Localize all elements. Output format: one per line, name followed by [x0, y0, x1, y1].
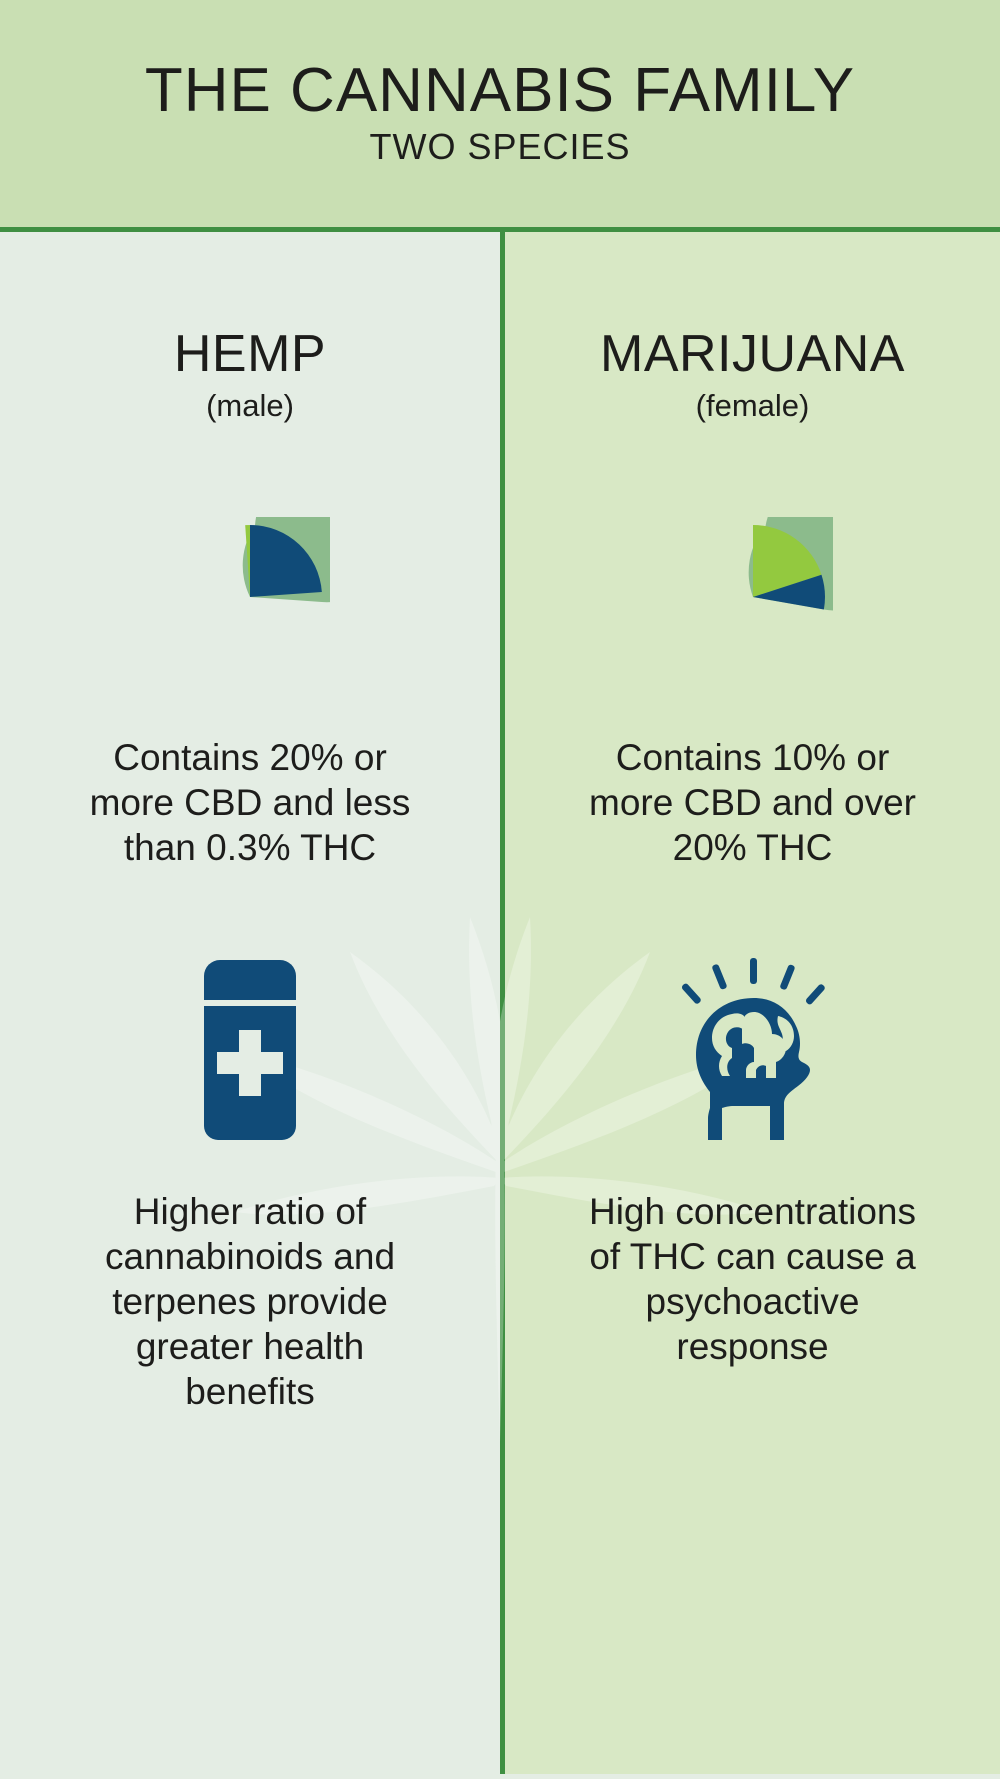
column-title-marijuana: MARIJUANA	[600, 325, 905, 383]
stat-text-marijuana: Contains 10% or more CBD and over 20% TH…	[589, 737, 916, 869]
pie-chart-marijuana	[673, 517, 833, 677]
pie-chart-hemp	[170, 517, 330, 677]
comparison-columns: HEMP (male) Contains 20% or more CBD and…	[0, 232, 1000, 1774]
pie-slice-other	[752, 574, 825, 610]
stat-text-hemp: Contains 20% or more CBD and less than 0…	[89, 737, 411, 869]
pie-chart-hemp-svg	[242, 517, 330, 603]
benefit-text-marijuana: High concentrations of THC can cause a p…	[588, 1191, 917, 1368]
page-title: THE CANNABIS FAMILY	[144, 56, 856, 126]
column-marijuana: MARIJUANA (female) Contains 10% or more …	[500, 232, 1000, 1774]
benefit-text-hemp: Higher ratio of cannabinoids and terpene…	[104, 1191, 396, 1413]
column-subtitle-marijuana: (female)	[695, 388, 810, 423]
column-title-hemp: HEMP	[173, 325, 327, 383]
column-hemp: HEMP (male) Contains 20% or more CBD and…	[0, 232, 500, 1774]
pie-slice-thc	[752, 525, 821, 597]
page-subtitle: TWO SPECIES	[369, 125, 631, 167]
head-brain-icon	[658, 958, 848, 1148]
pie-chart-marijuana-svg	[748, 517, 833, 611]
pie-slice-other	[245, 525, 250, 597]
medicine-bottle-icon-svg	[204, 960, 296, 1141]
medicine-bottle-icon	[175, 958, 325, 1148]
header-banner: THE CANNABIS FAMILY TWO SPECIES	[0, 0, 1000, 232]
head-brain-icon-svg	[681, 958, 825, 1141]
column-subtitle-hemp: (male)	[206, 388, 294, 423]
pie-slice-thc	[250, 525, 322, 597]
